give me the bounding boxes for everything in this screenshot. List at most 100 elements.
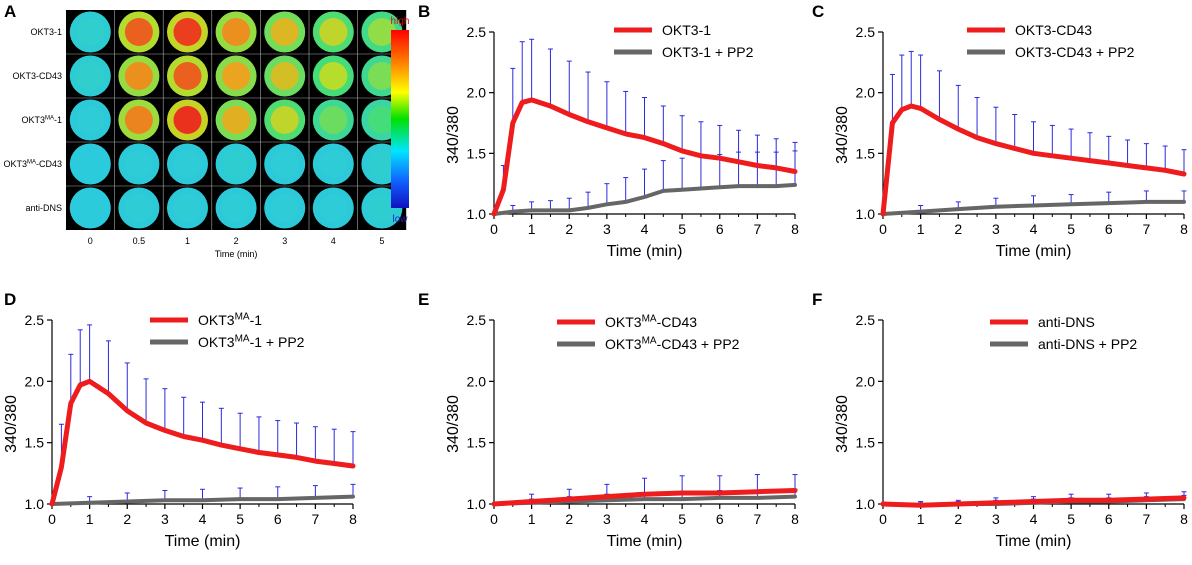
panel-letter-c: C [812,2,825,21]
chart-panel-c: 0 1 2 3 4 5 6 7 8 1.0 1.5 2.0 2.5 Time (min) 340/380 OK… [834,22,1188,260]
y-tick-label: 2.5 [856,24,876,40]
y-tick-label: 2.5 [25,312,45,328]
y-tick-label: 1.5 [467,435,487,451]
color-scale-low-label: low [392,214,408,225]
y-tick-label: 1.5 [856,435,876,451]
heatmap-col-label: 3 [282,236,287,246]
heatmap-well-core [222,150,251,178]
x-tick-label: 7 [1142,511,1150,527]
legend-label: OKT3-CD43 [1015,22,1092,38]
heatmap-col-label: 2 [234,236,239,246]
heatmap-well-core [367,194,396,222]
y-tick-label: 2.5 [467,312,487,328]
series-line-treatment [49,378,356,507]
x-tick-label: 2 [565,221,573,237]
x-tick-label: 4 [641,511,649,527]
chart-panel-f: 0 1 2 3 4 5 6 7 8 1.0 1.5 2.0 2.5 Time (min) 340/380 an… [834,312,1188,550]
x-tick-label: 3 [161,511,169,527]
series-line-treatment [880,495,1187,508]
heatmap-xlabel: Time (min) [215,249,258,259]
x-tick-label: 8 [791,511,799,527]
heatmap-row-label: OKT3-CD43 [12,71,62,81]
x-tick-label: 0 [879,221,887,237]
heatmap-col-label: 4 [331,236,336,246]
y-tick-label: 2.5 [856,312,876,328]
heatmap-well-core [319,62,348,90]
x-axis-label: Time (min) [607,243,683,260]
heatmap-well-core [76,18,105,46]
legend-label: OKT3-CD43 + PP2 [1015,44,1135,60]
x-tick-label: 8 [1180,221,1188,237]
color-scale-high-label: high [391,16,410,27]
heatmap-well-core [319,106,348,134]
x-tick-label: 6 [274,511,282,527]
heatmap-well-core [222,18,251,46]
x-tick-label: 1 [917,511,925,527]
panel-letter-a: A [4,2,17,21]
x-tick-label: 5 [1067,221,1075,237]
panel-letter-b: B [418,2,431,21]
heatmap-well-core [222,194,251,222]
x-tick-label: 3 [992,511,1000,527]
x-tick-label: 8 [349,511,357,527]
y-tick-label: 1.0 [856,206,876,222]
x-tick-label: 1 [528,511,536,527]
x-tick-label: 2 [565,511,573,527]
heatmap-well-core [367,18,396,46]
charts-layer: 0 1 2 3 4 5 6 7 8 1.0 1.5 2.0 2.5 Time (min) 340/380 OK… [3,22,1188,550]
panel-letter-e: E [418,290,430,309]
x-tick-label: 4 [199,511,207,527]
heatmap-well-core [76,194,105,222]
heatmap-well-core [270,106,299,134]
series-line-treatment [491,97,798,217]
heatmap-well-core [124,62,153,90]
heatmap-col-label: 0.5 [133,236,146,246]
y-tick-label: 1.5 [25,435,45,451]
x-tick-label: 8 [1180,511,1188,527]
y-tick-label: 2.0 [25,373,45,389]
y-tick-label: 1.0 [467,206,487,222]
chart-panel-b: 0 1 2 3 4 5 6 7 8 1.0 1.5 2.0 2.5 Time (min) 340/380 OK… [445,22,799,260]
x-tick-label: 4 [1030,511,1038,527]
panel-letter-d: D [4,290,17,309]
chart-panel-e: 0 1 2 3 4 5 6 7 8 1.0 1.5 2.0 2.5 Time (min) 340/380 OK… [445,312,799,550]
legend-label: OKT3MA-1 + PP2 [198,333,305,350]
heatmap-well-core [124,106,153,134]
heatmap-col-label: 0 [88,236,93,246]
panel-letter-f: F [812,290,823,309]
y-tick-label: 2.0 [856,85,876,101]
x-tick-label: 7 [753,221,761,237]
heatmap-well-core [76,62,105,90]
x-tick-label: 8 [791,221,799,237]
heatmap-well-core [367,62,396,90]
x-tick-label: 0 [48,511,56,527]
x-tick-label: 2 [123,511,131,527]
x-tick-label: 1 [917,221,925,237]
x-tick-label: 3 [603,221,611,237]
heatmap-col-label: 1 [185,236,190,246]
x-axis-label: Time (min) [996,243,1072,260]
heatmap-well-core [367,106,396,134]
heatmap-well-core [124,18,153,46]
heatmap-well-core [270,194,299,222]
series-line-pp2 [492,182,797,216]
heatmap-well-core [270,18,299,46]
x-tick-label: 7 [753,511,761,527]
x-tick-label: 0 [879,511,887,527]
legend-label: anti-DNS + PP2 [1038,336,1137,352]
heatmap-panel: OKT3-1 OKT3-CD43 OKT3MA-1 OKT3MA-CD43 anti-D… [3,10,409,259]
x-tick-label: 1 [86,511,94,527]
x-tick-label: 6 [716,221,724,237]
x-axis-label: Time (min) [607,533,683,550]
legend-label: OKT3-1 + PP2 [662,44,754,60]
x-tick-label: 7 [311,511,319,527]
heatmap-well-core [173,194,202,222]
heatmap-well-core [319,194,348,222]
series-line-pp2 [50,494,355,506]
series-line-pp2 [881,199,1186,216]
x-tick-label: 2 [954,221,962,237]
heatmap-well-core [76,106,105,134]
x-tick-label: 7 [1142,221,1150,237]
heatmap-col-label: 5 [379,236,384,246]
heatmap-well-core [270,150,299,178]
